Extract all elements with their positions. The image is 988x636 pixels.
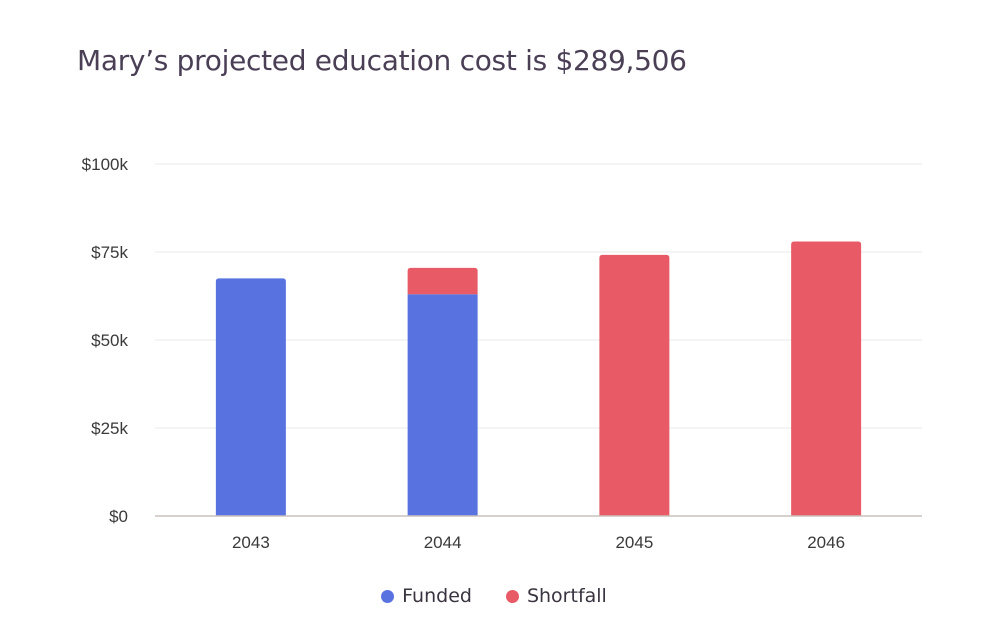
- x-tick-label: 2046: [807, 533, 845, 552]
- y-tick-label: $25k: [91, 419, 128, 438]
- funded-swatch-icon: [381, 589, 395, 603]
- legend: Funded Shortfall: [0, 585, 988, 607]
- shortfall-swatch-icon: [505, 589, 519, 603]
- x-axis-ticks: 2043 2044 2045 2046: [232, 533, 845, 552]
- y-tick-label: $100k: [82, 155, 129, 174]
- bar-funded-2044[interactable]: [407, 294, 478, 516]
- chart-title: Mary’s projected education cost is $289,…: [77, 44, 687, 77]
- x-tick-label: 2043: [232, 533, 270, 552]
- legend-label-funded: Funded: [402, 585, 472, 607]
- bar-funded-2043[interactable]: [215, 278, 286, 516]
- y-tick-label: $50k: [91, 331, 128, 350]
- y-axis-ticks: $0 $25k $50k $75k $100k: [82, 155, 129, 526]
- bar-shortfall-2044[interactable]: [407, 267, 478, 295]
- bars: [215, 241, 862, 517]
- y-tick-label: $0: [109, 507, 128, 526]
- legend-label-shortfall: Shortfall: [526, 585, 607, 607]
- legend-item-shortfall[interactable]: Shortfall: [505, 585, 607, 607]
- x-tick-label: 2044: [424, 533, 462, 552]
- legend-item-funded[interactable]: Funded: [381, 585, 472, 607]
- bar-shortfall-2045[interactable]: [599, 254, 670, 517]
- bar-shortfall-2046[interactable]: [791, 241, 862, 516]
- x-tick-label: 2045: [615, 533, 653, 552]
- y-tick-label: $75k: [91, 243, 128, 262]
